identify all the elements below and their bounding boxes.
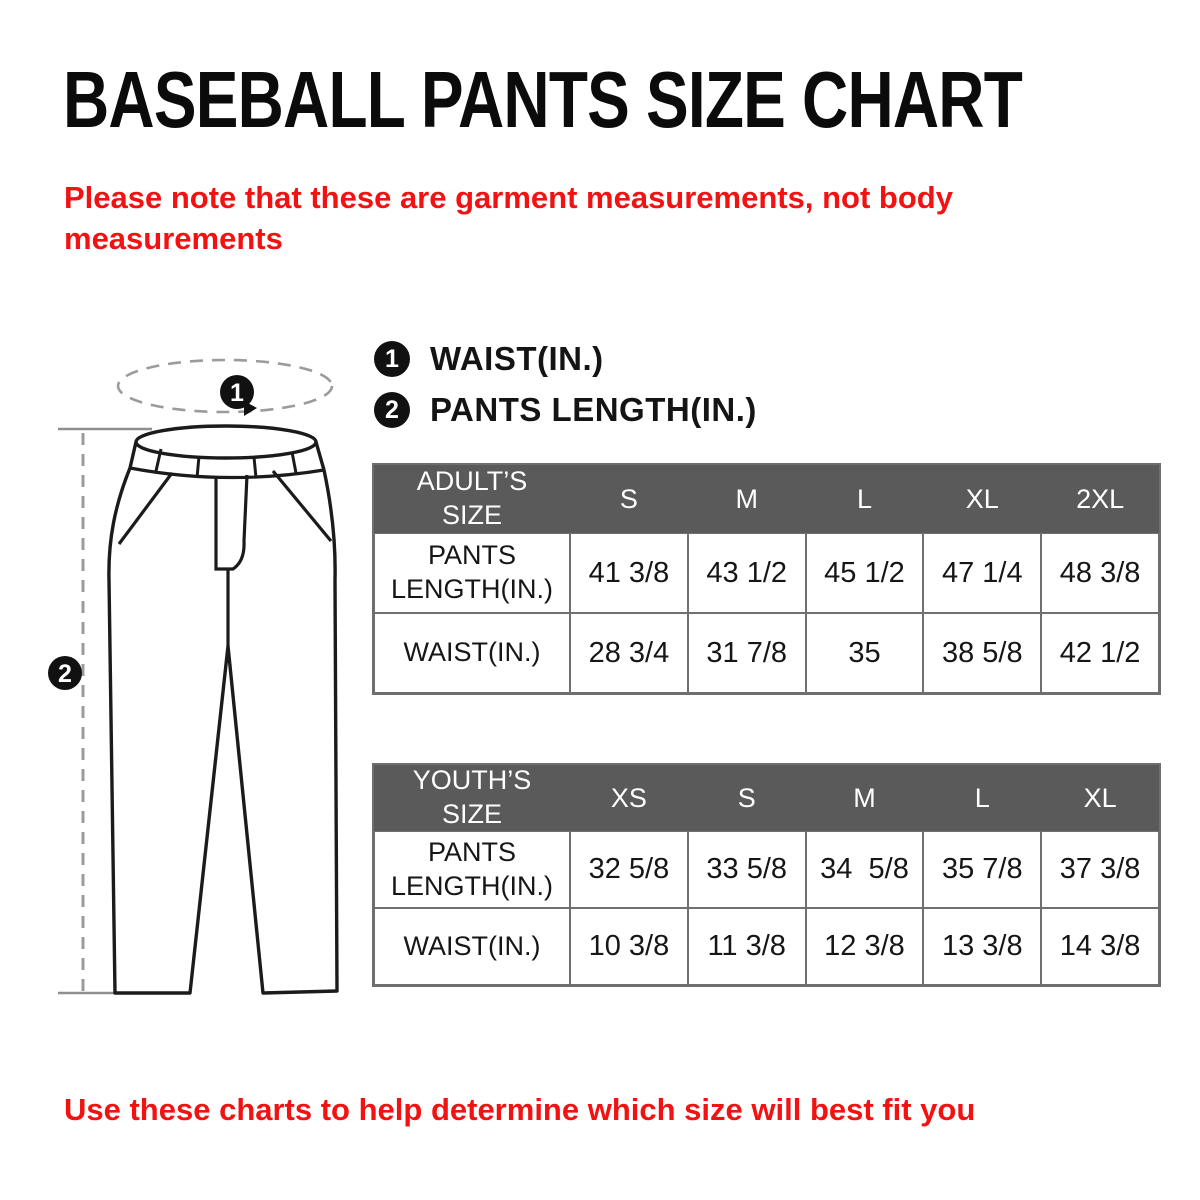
- youth-row-label-pants-length: PANTS LENGTH(IN.): [374, 831, 570, 908]
- youth-header-size: YOUTH’S SIZE: [374, 765, 570, 831]
- adult-row-label-waist: WAIST(IN.): [374, 613, 570, 693]
- row-label-text: PANTS LENGTH(IN.): [391, 540, 553, 604]
- row-label-text: WAIST(IN.): [403, 930, 541, 961]
- adult-size-table: ADULT’S SIZE S M L XL 2XL PANTS LENGTH(I…: [372, 463, 1161, 695]
- size-cell: 47 1/4: [923, 533, 1042, 613]
- size-cell: 32 5/8: [570, 831, 688, 908]
- marker-2-number: 2: [58, 660, 72, 688]
- size-cell: 38 5/8: [923, 613, 1042, 693]
- fit-advice-note: Use these charts to help determine which…: [64, 1092, 976, 1127]
- size-cell: 42 1/2: [1041, 613, 1159, 693]
- adult-row-label-pants-length: PANTS LENGTH(IN.): [374, 533, 570, 613]
- waist-opening: [134, 424, 318, 460]
- adult-header-size-label: ADULT’S SIZE: [416, 466, 528, 530]
- legend-1-label: WAIST(IN.): [430, 340, 604, 377]
- row-label-text: PANTS LENGTH(IN.): [391, 836, 553, 901]
- pants-diagram: 1 2: [48, 358, 339, 995]
- size-cell: 11 3/8: [687, 908, 806, 985]
- size-cell: 35 7/8: [923, 831, 1042, 908]
- size-cell: 34 5/8: [805, 831, 924, 908]
- belt-loops: [154, 448, 298, 479]
- marker-1-badge: [220, 375, 254, 409]
- adult-header-size: ADULT’S SIZE: [374, 465, 570, 533]
- garment-measurement-note: Please note that these are garment measu…: [64, 180, 953, 256]
- waistband: [129, 466, 325, 480]
- legend-item-pants-length: 2 PANTS LENGTH(IN.): [374, 391, 757, 429]
- marker-1-number: 1: [230, 379, 244, 407]
- size-cell: 35: [805, 613, 924, 693]
- legend-1-badge: 1: [374, 341, 410, 377]
- page-title: BASEBALL PANTS SIZE CHART: [63, 55, 1023, 144]
- adult-header-m: M: [687, 465, 806, 533]
- youth-header-s: S: [687, 765, 806, 831]
- size-cell: 43 1/2: [687, 533, 806, 613]
- size-cell: 12 3/8: [805, 908, 924, 985]
- size-cell: 41 3/8: [570, 533, 688, 613]
- youth-header-l: L: [923, 765, 1042, 831]
- size-cell: 45 1/2: [805, 533, 924, 613]
- size-cell: 33 5/8: [687, 831, 806, 908]
- youth-header-xs: XS: [570, 765, 688, 831]
- size-cell: 31 7/8: [687, 613, 806, 693]
- size-cell: 28 3/4: [570, 613, 688, 693]
- adult-header-s: S: [570, 465, 688, 533]
- fly-seam: [214, 474, 249, 571]
- legend-2-label: PANTS LENGTH(IN.): [430, 391, 757, 428]
- size-cell: 10 3/8: [570, 908, 688, 985]
- size-cell: 48 3/8: [1041, 533, 1159, 613]
- adult-header-2xl: 2XL: [1041, 465, 1159, 533]
- pants-outline: [107, 440, 339, 995]
- waist-dashed-ellipse: [116, 358, 334, 414]
- size-cell: 37 3/8: [1041, 831, 1159, 908]
- row-label-text: WAIST(IN.): [403, 637, 541, 668]
- right-pocket-seam: [271, 469, 333, 543]
- youth-header-m: M: [805, 765, 924, 831]
- legend-item-waist: 1 WAIST(IN.): [374, 340, 757, 378]
- adult-header-xl: XL: [923, 465, 1042, 533]
- size-cell: 14 3/8: [1041, 908, 1159, 985]
- measurement-legend: 1 WAIST(IN.) 2 PANTS LENGTH(IN.): [374, 340, 757, 429]
- size-cell: 13 3/8: [923, 908, 1042, 985]
- youth-size-table: YOUTH’S SIZE XS S M L XL PANTS LENGTH(IN…: [372, 763, 1161, 987]
- youth-header-xl: XL: [1041, 765, 1159, 831]
- adult-header-l: L: [805, 465, 924, 533]
- legend-2-badge: 2: [374, 392, 410, 428]
- marker-2-badge: [48, 656, 82, 690]
- youth-header-size-label: YOUTH’S SIZE: [412, 765, 532, 829]
- youth-row-label-waist: WAIST(IN.): [374, 908, 570, 985]
- left-pocket-seam: [117, 472, 174, 545]
